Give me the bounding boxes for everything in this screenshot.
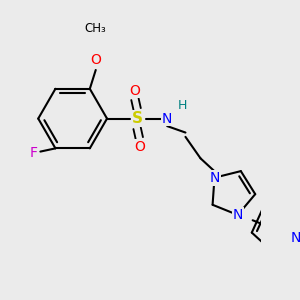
Text: O: O	[90, 53, 101, 67]
Text: F: F	[30, 146, 38, 160]
Text: N: N	[232, 208, 243, 222]
Text: N: N	[290, 230, 300, 244]
Text: N: N	[162, 112, 172, 126]
Text: O: O	[134, 140, 145, 154]
Text: N: N	[209, 171, 220, 185]
Text: CH₃: CH₃	[85, 22, 106, 34]
Text: O: O	[130, 84, 140, 98]
Text: S: S	[132, 111, 142, 126]
Text: H: H	[178, 99, 187, 112]
